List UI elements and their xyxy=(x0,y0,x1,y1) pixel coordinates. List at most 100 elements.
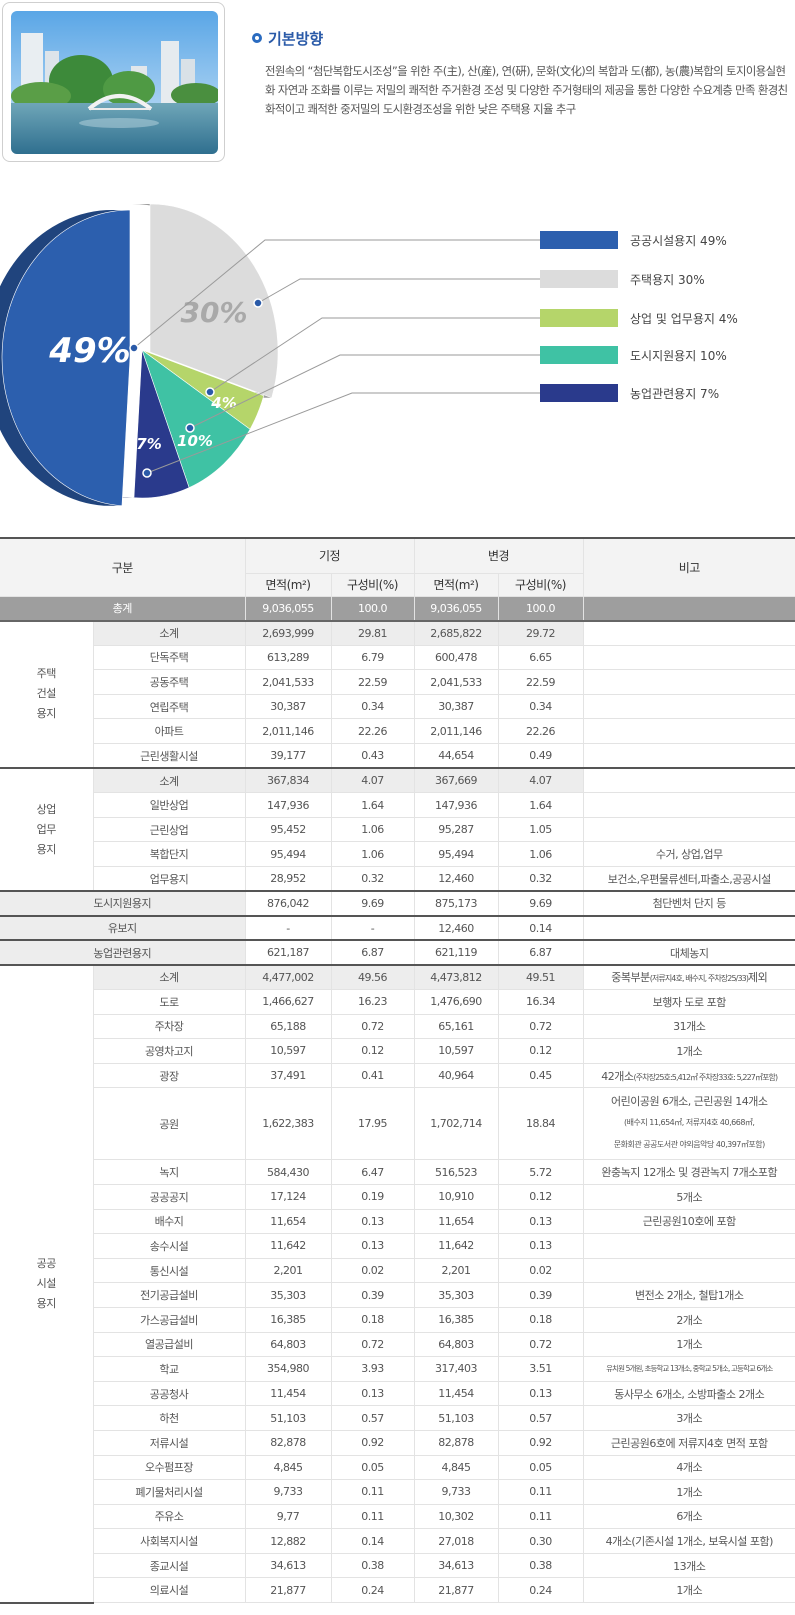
cell-ratio1: 0.72 xyxy=(330,1332,414,1358)
pie-slice xyxy=(1,209,131,507)
row-label: 소계 xyxy=(92,964,245,990)
row-label: 연립주택 xyxy=(92,694,245,720)
cell-note: 4개소 xyxy=(582,1455,795,1481)
cell-ratio1: 0.11 xyxy=(330,1479,414,1505)
land-use-table: 구분 기정 변경 비고 면적(m²) 구성비(%) 면적(m²) 구성비(%) … xyxy=(0,537,795,1604)
cell-note: 1개소 xyxy=(582,1577,795,1604)
cell-note xyxy=(582,743,795,770)
cell-area1: 2,201 xyxy=(244,1258,331,1284)
cell-ratio1: 17.95 xyxy=(330,1087,414,1161)
row-label: 광장 xyxy=(92,1063,245,1089)
legend-swatch xyxy=(540,270,618,288)
legend-swatch xyxy=(540,231,618,249)
cell-area1: 21,877 xyxy=(244,1577,331,1604)
leader-line xyxy=(189,354,540,429)
pie-percent-label: 30% xyxy=(180,296,247,329)
cell-ratio2: 0.72 xyxy=(497,1014,583,1040)
cell-ratio2: 0.38 xyxy=(497,1553,583,1579)
cell-note: 보행자 도로 포함 xyxy=(582,989,795,1015)
cell-note: 근린공원6호에 저류지4호 면적 포함 xyxy=(582,1430,795,1456)
cell-ratio2: 0.13 xyxy=(497,1233,583,1259)
table-row: 학교 354,980 3.93 317,403 3.51 유치원 5개원, 초등학교 13… xyxy=(0,1356,795,1382)
row-label: 통신시설 xyxy=(92,1258,245,1284)
table-row: 공영차고지 10,597 0.12 10,597 0.12 1개소 xyxy=(0,1038,795,1064)
cell-ratio1: 0.13 xyxy=(330,1381,414,1407)
cell-ratio2: 0.05 xyxy=(497,1455,583,1481)
cell-note: 3개소 xyxy=(582,1405,795,1431)
cell-area2: 2,041,533 xyxy=(413,669,498,695)
leader-dot xyxy=(253,298,263,308)
header-ratio-1: 구성비(%) xyxy=(330,573,414,597)
cell-ratio1: 49.56 xyxy=(330,964,414,990)
table-row: 사회복지시설 12,882 0.14 27,018 0.30 4개소(기존시설 1개소, … xyxy=(0,1528,795,1554)
note-main: 중복부분 xyxy=(611,971,650,985)
cell-area1: 4,477,002 xyxy=(244,964,331,990)
cell-area2: 1,476,690 xyxy=(413,989,498,1015)
cell-area1: 2,011,146 xyxy=(244,718,331,745)
row-label: 배수지 xyxy=(92,1209,245,1235)
table-row: 송수시설 11,642 0.13 11,642 0.13 xyxy=(0,1233,795,1259)
note-line: 어린이공원 6개소, 근린공원 14개소 xyxy=(610,1094,768,1108)
group-label-line: 용지 xyxy=(36,707,57,721)
cell-area1: 621,187 xyxy=(244,940,331,966)
cell-note: 근린공원10호에 포함 xyxy=(582,1209,795,1235)
leader-dot xyxy=(185,423,195,433)
cell-area2: 64,803 xyxy=(413,1332,498,1358)
cell-area1: 28,952 xyxy=(244,866,331,893)
cell-area2: 27,018 xyxy=(413,1528,498,1554)
note-line: 문화회관 공공도서관 야외음악당 40,397㎡포함) xyxy=(613,1139,766,1149)
cell-area2: 12,460 xyxy=(413,866,498,893)
cell-ratio2: 0.45 xyxy=(497,1063,583,1089)
total-area-1: 9,036,055 xyxy=(244,596,331,622)
group-label-line: 용지 xyxy=(36,1296,57,1310)
table-row: 저류시설 82,878 0.92 82,878 0.92 근린공원6호에 저류지4호 면적… xyxy=(0,1430,795,1456)
cell-ratio1: 22.59 xyxy=(330,669,414,695)
row-label: 주차장 xyxy=(92,1014,245,1040)
table-row: 도로 1,466,627 16.23 1,476,690 16.34 보행자 도로 포함 xyxy=(0,989,795,1015)
cell-ratio1: 0.13 xyxy=(330,1209,414,1235)
table-row: 연립주택 30,387 0.34 30,387 0.34 xyxy=(0,694,795,720)
cell-area2: 44,654 xyxy=(413,743,498,770)
cell-ratio2: 6.87 xyxy=(497,940,583,966)
cell-ratio1: 1.06 xyxy=(330,841,414,868)
cell-ratio2: 0.13 xyxy=(497,1209,583,1235)
row-label: 단독주택 xyxy=(92,645,245,671)
cell-ratio1: 0.12 xyxy=(330,1038,414,1064)
cell-area2: 21,877 xyxy=(413,1577,498,1604)
cell-area2: 4,473,812 xyxy=(413,964,498,990)
cell-area1: 37,491 xyxy=(244,1063,331,1089)
leader-line xyxy=(146,392,540,474)
cell-ratio2: 1.05 xyxy=(497,817,583,843)
land-use-pie-chart: 49% 30% 4% 10% 7% 공공시설용지 49% 주택용지 30% 상업 및 업무용… xyxy=(0,190,795,530)
cell-ratio1: 16.23 xyxy=(330,989,414,1015)
cell-ratio1: 3.93 xyxy=(330,1356,414,1382)
cell-area2: 40,964 xyxy=(413,1063,498,1089)
cell-ratio2: 0.57 xyxy=(497,1405,583,1431)
row-label: 공공청사 xyxy=(92,1381,245,1407)
cell-area2: 10,597 xyxy=(413,1038,498,1064)
table-row: 주유소 9,77 0.11 10,302 0.11 6개소 xyxy=(0,1504,795,1530)
cell-note: 6개소 xyxy=(582,1504,795,1530)
cell-ratio1: 1.64 xyxy=(330,792,414,818)
cell-area2: 11,654 xyxy=(413,1209,498,1235)
cell-area1: 11,642 xyxy=(244,1233,331,1259)
header-area-2: 면적(m²) xyxy=(413,573,498,597)
cell-note: 수거, 상업,업무 xyxy=(582,841,795,868)
cell-note xyxy=(582,1258,795,1284)
cell-area1: 876,042 xyxy=(244,891,331,917)
group-label-line: 주택 xyxy=(36,667,57,681)
total-ratio-1: 100.0 xyxy=(330,596,414,622)
cell-area1: 9,733 xyxy=(244,1479,331,1505)
cell-area1: 12,882 xyxy=(244,1528,331,1554)
cell-area1: 2,693,999 xyxy=(244,620,331,646)
table-row: 가스공급설비 16,385 0.18 16,385 0.18 2개소 xyxy=(0,1307,795,1333)
leader-dot xyxy=(129,343,139,353)
cell-ratio2: 4.07 xyxy=(497,768,583,794)
cell-area1: 11,654 xyxy=(244,1209,331,1235)
cell-area2: 35,303 xyxy=(413,1282,498,1308)
cell-area2: 1,702,714 xyxy=(413,1087,498,1161)
cell-note xyxy=(582,915,795,942)
table-row: 배수지 11,654 0.13 11,654 0.13 근린공원10호에 포함 xyxy=(0,1209,795,1235)
cell-note xyxy=(582,792,795,818)
row-label: 의료시설 xyxy=(92,1577,245,1604)
